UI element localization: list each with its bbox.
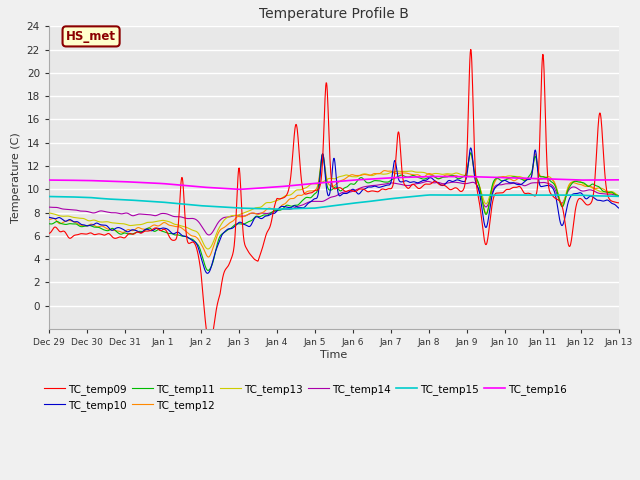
TC_temp10 bbox=[45, 215, 53, 220]
TC_temp15 bbox=[615, 193, 623, 199]
TC_temp16 bbox=[370, 176, 378, 182]
TC_temp16 bbox=[299, 181, 307, 187]
TC_temp14 bbox=[615, 193, 623, 199]
TC_temp10 bbox=[370, 183, 378, 189]
TC_temp14 bbox=[287, 206, 295, 212]
TC_temp11 bbox=[287, 204, 295, 209]
TC_temp09 bbox=[45, 230, 53, 236]
TC_temp09 bbox=[299, 187, 307, 193]
TC_temp11 bbox=[45, 221, 53, 227]
TC_temp12 bbox=[299, 192, 307, 198]
TC_temp09 bbox=[309, 189, 317, 194]
TC_temp15 bbox=[309, 205, 317, 211]
TC_temp13 bbox=[113, 220, 120, 226]
TC_temp15 bbox=[468, 192, 476, 198]
TC_temp16 bbox=[236, 187, 243, 192]
TC_temp10 bbox=[89, 222, 97, 228]
TC_temp09 bbox=[615, 200, 623, 206]
Line: TC_temp14: TC_temp14 bbox=[49, 181, 619, 235]
Line: TC_temp15: TC_temp15 bbox=[49, 195, 619, 209]
TC_temp12 bbox=[287, 196, 295, 202]
Line: TC_temp16: TC_temp16 bbox=[49, 177, 619, 190]
TC_temp11 bbox=[89, 224, 97, 230]
TC_temp09 bbox=[206, 341, 214, 347]
TC_temp11 bbox=[309, 192, 317, 198]
TC_temp15 bbox=[113, 196, 120, 202]
TC_temp12 bbox=[45, 216, 53, 222]
TC_temp13 bbox=[204, 246, 212, 252]
TC_temp10 bbox=[113, 225, 120, 231]
TC_temp14 bbox=[309, 199, 317, 204]
TC_temp14 bbox=[370, 182, 378, 188]
TC_temp16 bbox=[113, 179, 120, 184]
TC_temp16 bbox=[45, 177, 53, 183]
TC_temp11 bbox=[467, 150, 474, 156]
TC_temp13 bbox=[45, 210, 53, 216]
Line: TC_temp11: TC_temp11 bbox=[49, 153, 619, 270]
TC_temp11 bbox=[370, 178, 378, 184]
TC_temp13 bbox=[89, 217, 97, 223]
TC_temp10 bbox=[204, 270, 211, 276]
TC_temp14 bbox=[45, 204, 53, 210]
TC_temp14 bbox=[89, 210, 97, 216]
TC_temp15 bbox=[299, 205, 307, 211]
Line: TC_temp09: TC_temp09 bbox=[49, 49, 619, 344]
TC_temp09 bbox=[89, 231, 97, 237]
TC_temp13 bbox=[370, 172, 378, 178]
TC_temp14 bbox=[205, 232, 213, 238]
TC_temp10 bbox=[309, 197, 317, 203]
TC_temp09 bbox=[287, 169, 295, 175]
Title: Temperature Profile B: Temperature Profile B bbox=[259, 7, 409, 21]
TC_temp11 bbox=[615, 193, 623, 199]
TC_temp10 bbox=[299, 205, 307, 211]
TC_temp11 bbox=[299, 197, 307, 203]
Y-axis label: Temperature (C): Temperature (C) bbox=[11, 132, 21, 223]
TC_temp15 bbox=[89, 195, 97, 201]
TC_temp12 bbox=[309, 188, 317, 194]
TC_temp16 bbox=[426, 174, 433, 180]
TC_temp09 bbox=[113, 235, 120, 241]
TC_temp16 bbox=[615, 177, 623, 183]
Legend: TC_temp09, TC_temp10, TC_temp11, TC_temp12, TC_temp13, TC_temp14, TC_temp15, TC_: TC_temp09, TC_temp10, TC_temp11, TC_temp… bbox=[40, 380, 571, 415]
TC_temp13 bbox=[299, 186, 307, 192]
TC_temp09 bbox=[370, 188, 378, 194]
Line: TC_temp10: TC_temp10 bbox=[49, 148, 619, 273]
Text: HS_met: HS_met bbox=[66, 30, 116, 43]
TC_temp09 bbox=[467, 47, 474, 52]
TC_temp14 bbox=[299, 202, 307, 208]
Line: TC_temp12: TC_temp12 bbox=[49, 154, 619, 257]
TC_temp12 bbox=[615, 193, 623, 199]
TC_temp12 bbox=[89, 222, 97, 228]
TC_temp13 bbox=[287, 192, 295, 197]
TC_temp12 bbox=[370, 171, 378, 177]
TC_temp12 bbox=[467, 151, 474, 156]
TC_temp13 bbox=[309, 181, 317, 187]
TC_temp15 bbox=[273, 206, 281, 212]
TC_temp14 bbox=[113, 210, 120, 216]
TC_temp15 bbox=[370, 198, 378, 204]
TC_temp12 bbox=[113, 228, 120, 234]
TC_temp11 bbox=[113, 228, 120, 234]
TC_temp10 bbox=[615, 205, 623, 211]
TC_temp14 bbox=[424, 179, 431, 184]
TC_temp10 bbox=[287, 204, 295, 210]
TC_temp13 bbox=[615, 193, 623, 199]
TC_temp11 bbox=[204, 267, 212, 273]
TC_temp16 bbox=[309, 180, 317, 186]
TC_temp10 bbox=[467, 145, 474, 151]
TC_temp16 bbox=[287, 183, 295, 189]
Line: TC_temp13: TC_temp13 bbox=[49, 171, 619, 249]
TC_temp15 bbox=[287, 206, 295, 212]
TC_temp15 bbox=[45, 193, 53, 199]
TC_temp13 bbox=[408, 168, 415, 174]
X-axis label: Time: Time bbox=[321, 350, 348, 360]
TC_temp12 bbox=[204, 254, 212, 260]
TC_temp16 bbox=[89, 178, 97, 183]
